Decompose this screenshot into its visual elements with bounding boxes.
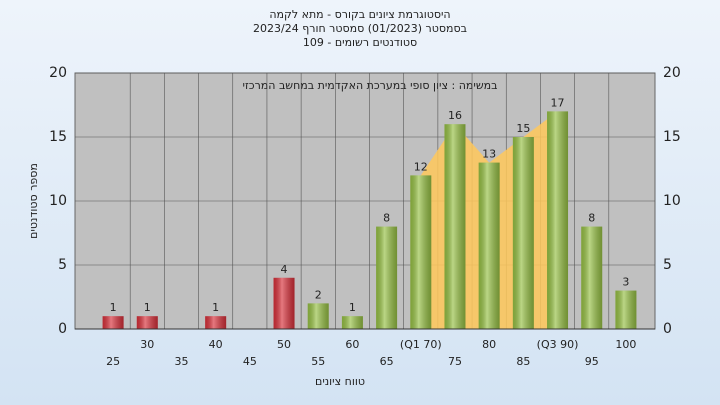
data-label: 1	[110, 301, 117, 314]
data-label: 16	[448, 109, 462, 122]
bar-shine	[341, 316, 363, 329]
y-tick-label: 0	[58, 321, 67, 337]
bar-shine	[273, 277, 295, 329]
bar-shine	[205, 316, 227, 329]
x-tick-label: 95	[585, 355, 599, 368]
data-label: 12	[414, 160, 428, 173]
x-tick-label: 55	[311, 355, 325, 368]
title-line: היסטוגרמת ציונים בקורס - מתא לקמה	[269, 8, 450, 21]
data-label: 1	[144, 301, 151, 314]
data-label: 2	[315, 288, 322, 301]
data-label: 17	[551, 96, 565, 109]
data-label: 13	[482, 148, 496, 161]
x-tick-label: 50	[277, 338, 291, 351]
x-tick-label: (Q3 90)	[537, 338, 579, 351]
x-tick-label: 35	[174, 355, 188, 368]
y-tick-label: 20	[49, 65, 67, 81]
bar-shine	[376, 226, 398, 329]
annotation: במשימה : ציון סופי במערכת האקדמית במחשב …	[243, 79, 498, 92]
x-tick-label: 30	[140, 338, 154, 351]
bar-shine	[547, 111, 569, 330]
title-line: בסמסטר (01/2023) סמסטר חורף 2023/24	[253, 22, 467, 35]
x-axis-label: טווח ציונים	[315, 375, 365, 388]
bar-shine	[102, 316, 124, 329]
x-tick-label: 100	[615, 338, 636, 351]
bar-shine	[581, 226, 603, 329]
data-label: 1	[349, 301, 356, 314]
bar-shine	[307, 303, 329, 329]
data-label: 15	[516, 122, 530, 135]
y2-tick-label: 0	[663, 321, 672, 337]
data-label: 8	[383, 212, 390, 225]
x-tick-label: 65	[380, 355, 394, 368]
y-tick-label: 10	[49, 193, 67, 209]
bar-shine	[136, 316, 158, 329]
bar-shine	[512, 137, 534, 329]
title-line: סטודנטים רשומים - 109	[303, 36, 417, 49]
bar-shine	[615, 290, 637, 329]
x-tick-label: 85	[516, 355, 530, 368]
x-tick-label: 25	[106, 355, 120, 368]
y-tick-label: 15	[49, 129, 67, 145]
y-tick-label: 5	[58, 257, 67, 273]
data-label: 3	[622, 276, 629, 289]
x-tick-label: 75	[448, 355, 462, 368]
y2-tick-label: 10	[663, 193, 681, 209]
y2-tick-label: 5	[663, 257, 672, 273]
y2-tick-label: 20	[663, 65, 681, 81]
bar-shine	[410, 175, 432, 329]
x-tick-label: 45	[243, 355, 257, 368]
bar-shine	[444, 124, 466, 329]
y2-tick-label: 15	[663, 129, 681, 145]
data-label: 4	[281, 263, 288, 276]
x-tick-label: 40	[209, 338, 223, 351]
bar-shine	[478, 162, 500, 329]
x-tick-label: 80	[482, 338, 496, 351]
data-label: 8	[588, 212, 595, 225]
y-axis-label: מספר סטודנטים	[27, 163, 40, 239]
x-tick-label: (Q1 70)	[400, 338, 442, 351]
x-tick-label: 60	[345, 338, 359, 351]
data-label: 1	[212, 301, 219, 314]
